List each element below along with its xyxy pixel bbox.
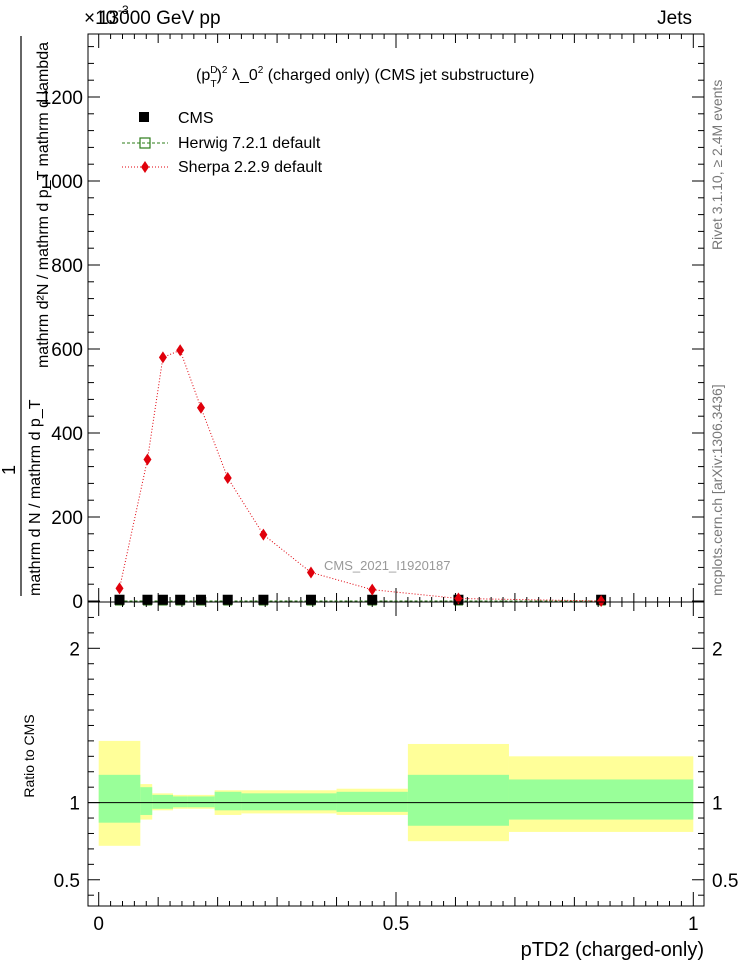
cms-point-4 xyxy=(195,594,206,605)
sherpa-point-2 xyxy=(158,351,167,364)
x-axis-title: pTD2 (charged-only) xyxy=(521,939,704,961)
plot-title-prefix: (p xyxy=(196,67,210,84)
plot-title-sup: D xyxy=(210,65,217,76)
ratio-y-tick-label-right-1: 1 xyxy=(712,794,723,815)
sherpa-point-5 xyxy=(223,471,232,484)
legend-herwig-label: Herwig 7.2.1 default xyxy=(178,135,321,152)
energy-label: 13000 GeV pp xyxy=(98,8,221,29)
y-tick-label-1000: 1000 xyxy=(41,172,83,193)
ratio-inner-band-6 xyxy=(241,793,286,811)
x-tick-label-0: 0 xyxy=(93,914,104,935)
y-exponent-base: ×10 xyxy=(84,8,116,29)
ratio-inner-band-2 xyxy=(152,794,174,809)
plot-title-sub: T xyxy=(210,79,216,90)
sherpa-point-8 xyxy=(368,583,377,596)
y-axis-title: 1 mathrm d²N / mathrm d p_T mathrm d lam… xyxy=(0,36,52,596)
ratio-inner-band-5 xyxy=(214,791,242,811)
legend-cms-label: CMS xyxy=(178,110,214,127)
y-tick-label-1200: 1200 xyxy=(41,88,83,109)
sherpa-point-4 xyxy=(196,401,205,414)
main-panel: 0 200 400 600 800 1000 1200 xyxy=(41,33,705,613)
ratio-inner-band-1 xyxy=(140,787,153,815)
ratio-inner-band-3 xyxy=(173,796,188,808)
y-axis-denominator: mathrm d N / mathrm d p_T xyxy=(27,399,44,596)
legend-sherpa-marker xyxy=(141,161,149,173)
y-tick-label-600: 600 xyxy=(51,340,83,361)
plot-title-lambda: λ_0 xyxy=(227,67,257,84)
ratio-inner-band-4 xyxy=(187,796,215,808)
plot-title-pow: 2 xyxy=(222,65,228,76)
ratio-inner-band-8 xyxy=(336,791,408,812)
sherpa-point-0 xyxy=(115,582,124,595)
sherpa-point-9 xyxy=(454,592,463,605)
y-tick-label-200: 200 xyxy=(51,508,83,529)
cms-point-5 xyxy=(222,594,233,605)
sherpa-point-1 xyxy=(143,453,152,466)
x-tick-label-0.5: 0.5 xyxy=(383,914,409,935)
y-exponent-power: -3 xyxy=(118,3,129,17)
cms-point-1 xyxy=(142,594,153,605)
x-tick-label-1: 1 xyxy=(688,914,699,935)
ratio-y-tick-label-right-2: 2 xyxy=(712,639,723,660)
y-tick-label-800: 800 xyxy=(51,256,83,277)
ratio-inner-band-9 xyxy=(407,774,509,826)
plot-title: (pD T)2 λ_02 (charged only) (CMS jet subs… xyxy=(196,65,534,90)
ratio-inner-band-0 xyxy=(98,774,141,823)
ratio-inner-band-7 xyxy=(286,793,337,811)
sherpa-point-7 xyxy=(306,566,315,579)
cms-point-8 xyxy=(367,594,378,605)
cms-point-7 xyxy=(305,594,316,605)
ratio-y-tick-label-left-0.5: 0.5 xyxy=(54,871,80,892)
legend-herwig-marker xyxy=(139,137,151,149)
sherpa-point-10 xyxy=(597,595,606,607)
cms-point-6 xyxy=(258,594,269,605)
analysis-id: CMS_2021_I1920187 xyxy=(324,558,451,573)
side-label-mcplots: mcplots.cern.ch [arXiv:1306.3436] xyxy=(709,384,725,596)
y-tick-label-0: 0 xyxy=(72,592,83,613)
plot-title-lambda-pow: 2 xyxy=(258,65,264,76)
ratio-inner-band-10 xyxy=(508,779,694,820)
ratio-y-tick-label-right-0.5: 0.5 xyxy=(712,871,738,892)
y-axis-top-label: mathrm d²N / mathrm d p_T mathrm d lambd… xyxy=(35,42,52,368)
legend: CMS Herwig 7.2.1 default Sherpa 2.2.9 de… xyxy=(122,110,323,176)
cms-point-2 xyxy=(157,594,168,605)
ratio-y-axis-title: Ratio to CMS xyxy=(21,714,37,797)
sherpa-point-3 xyxy=(176,344,185,357)
y-tick-label-400: 400 xyxy=(51,424,83,445)
plot-title-tail: (charged only) (CMS jet substructure) xyxy=(263,67,534,84)
ratio-y-tick-label-left-1: 1 xyxy=(69,794,80,815)
legend-cms-marker xyxy=(139,112,149,122)
ratio-panel: 0 0.5 1 0.5 0.5 1 1 2 2 xyxy=(54,601,738,935)
cms-point-0 xyxy=(114,594,125,605)
side-label-rivet: Rivet 3.1.10, ≥ 2.4M events xyxy=(709,80,725,250)
plot-title-close: ) xyxy=(217,67,222,84)
ratio-y-tick-label-left-2: 2 xyxy=(69,639,80,660)
sherpa-point-6 xyxy=(259,528,268,541)
legend-sherpa-label: Sherpa 2.2.9 default xyxy=(178,159,323,176)
cms-point-3 xyxy=(175,594,186,605)
process-label: Jets xyxy=(657,8,692,29)
y-exponent: ×10 -3 xyxy=(84,3,129,29)
ratio-frame xyxy=(87,601,705,907)
y-axis-numerator: 1 xyxy=(0,465,19,475)
